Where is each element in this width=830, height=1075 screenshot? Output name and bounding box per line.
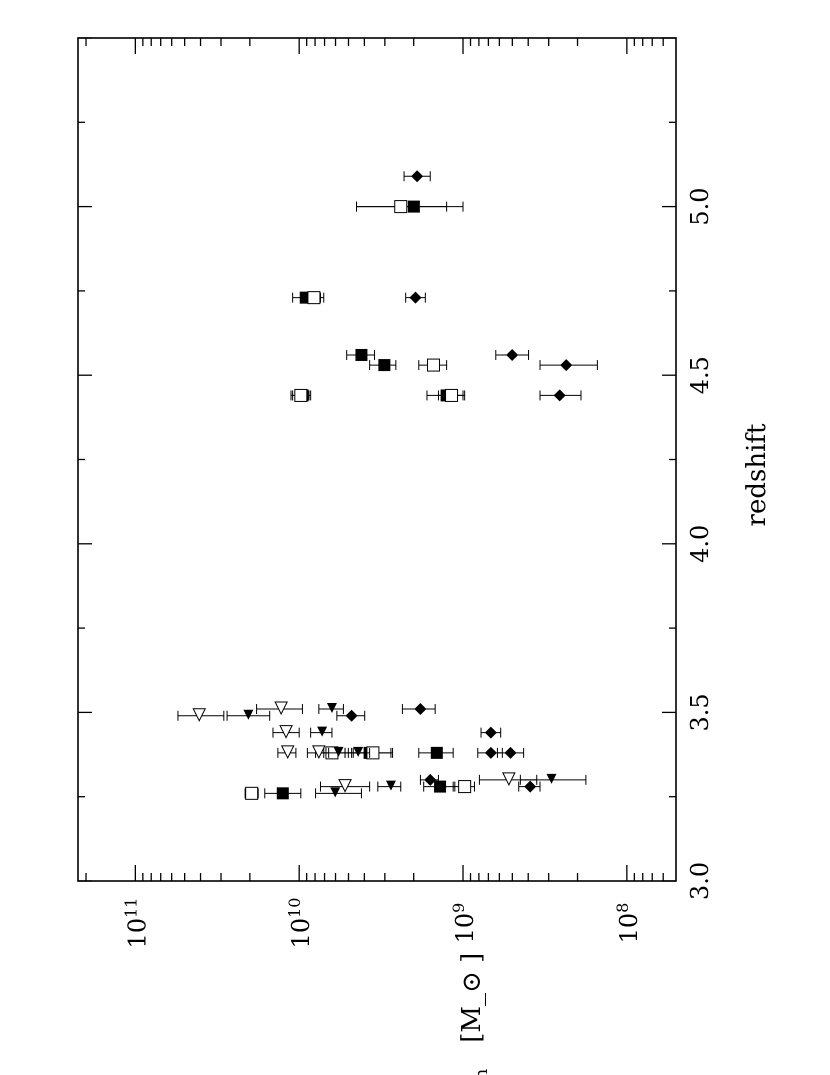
data-point-filled-diamond [484,746,497,759]
data-point-filled-square [434,780,447,793]
data-point-filled-triangle [385,780,396,791]
y-tick-label: 1011 [121,898,151,949]
data-point-open-square [458,780,472,794]
data-point-open-triangle [274,701,288,716]
data-point-filled-triangle [243,709,254,720]
x-tick-label: 4.0 [686,525,714,563]
data-point-open-square [427,358,441,372]
y-tick-label: 1010 [285,898,315,949]
data-point-filled-diamond [409,291,422,304]
data-point-open-square [445,388,459,402]
data-point-filled-diamond [504,746,517,759]
data-point-open-square [294,388,308,402]
data-point-filled-diamond [345,709,358,722]
data-point-filled-square [355,348,368,361]
data-point-filled-diamond [553,389,566,402]
data-point-open-triangle [279,725,293,739]
data-point-filled-triangle [326,703,337,714]
data-point-open-triangle [280,745,295,759]
data-point-filled-triangle [330,787,341,798]
tick-labels: 3.0 3.5 4.0 4.5 5.0 108 109 1010 1011 [121,188,714,949]
x-axis-title: redshift [742,423,772,526]
x-tick-label: 4.5 [686,356,714,394]
data-point-filled-triangle [317,726,328,737]
data-point-filled-triangle [546,773,557,784]
y-axis-title: Mbh [M_⊙ ] [457,953,492,1075]
data-point-filled-diamond [414,703,427,716]
data-point-filled-square [430,746,443,759]
data-point-filled-diamond [560,359,573,372]
y-tick-label: 108 [613,903,643,944]
x-tick-label: 3.5 [686,693,714,731]
data-point-filled-diamond [411,170,424,183]
x-tick-label: 5.0 [686,188,714,226]
data-point-open-square [245,786,259,800]
axis-ticks [78,37,676,882]
data-point-filled-diamond [484,726,497,739]
data-point-open-square [307,291,321,305]
data-point-filled-square [378,359,391,372]
data-point-open-triangle [192,708,207,722]
data-point-open-triangle [312,745,326,759]
data-point-open-triangle [502,772,516,786]
y-tick-label: 109 [449,903,479,944]
x-tick-label: 3.0 [686,862,714,900]
data-point-filled-triangle [353,746,364,757]
data-point-open-triangle [338,779,352,793]
data-marks [177,170,598,800]
data-point-filled-square [276,787,289,800]
data-point-filled-diamond [506,348,519,361]
data-point-open-square [394,200,408,214]
data-point-filled-diamond [424,773,437,786]
data-point-filled-diamond [524,780,537,793]
data-point-filled-triangle [333,746,344,757]
